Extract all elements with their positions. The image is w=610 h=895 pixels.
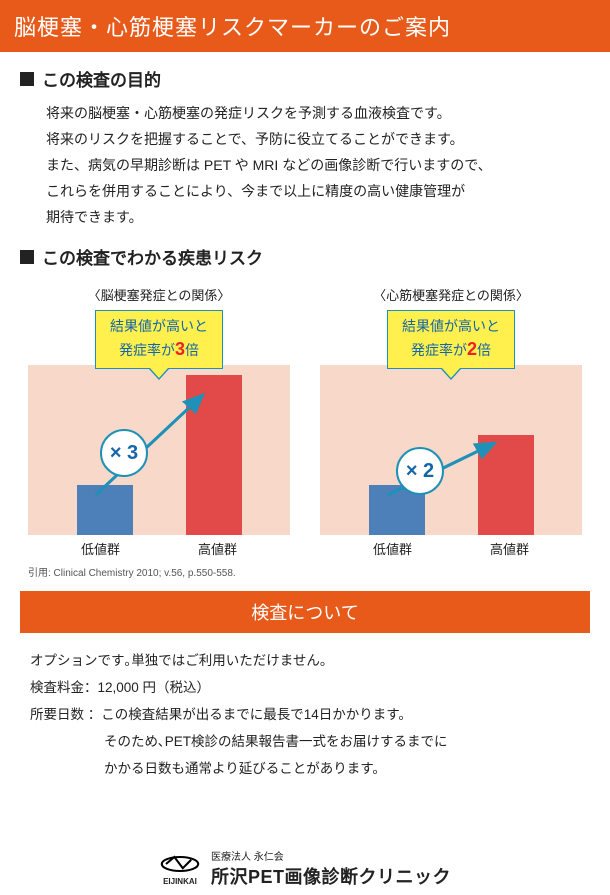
callout-stroke: 結果値が高いと 発症率が3倍 xyxy=(28,310,290,369)
about-line-option: オプションです｡単独ではご利用いただけません。 xyxy=(30,647,580,674)
clinic-name: 所沢PET画像診断クリニック xyxy=(211,863,451,889)
about-days-row: 所要日数 ： この検査結果が出るまでに最長で14日かかります。 xyxy=(30,701,580,728)
purpose-section: この検査の目的 将来の脳梗塞・心筋梗塞の発症リスクを予測する血液検査です。 将来… xyxy=(0,52,610,230)
purpose-line: これらを併用することにより、今まで以上に精度の高い健康管理が xyxy=(46,179,584,205)
price-label: 検査料金： xyxy=(30,674,98,701)
about-heading: 検査について xyxy=(251,603,358,623)
risk-heading-text: この検査でわかる疾患リスク xyxy=(42,244,263,269)
callout-line1: 結果値が高いと xyxy=(110,317,208,337)
chart-stroke: 〈脳梗塞発症との関係〉 結果値が高いと 発症率が3倍 × 3 低値群 高値群 xyxy=(28,285,290,558)
clinic-org: 医療法人 永仁会 xyxy=(211,848,451,863)
axis-labels: 低値群 高値群 xyxy=(28,535,290,558)
purpose-heading: この検査の目的 xyxy=(20,66,590,91)
axis-label-low: 低値群 xyxy=(81,539,120,558)
callout-box: 結果値が高いと 発症率が3倍 xyxy=(95,310,223,369)
clinic-text: 医療法人 永仁会 所沢PET画像診断クリニック xyxy=(211,848,451,889)
chart-area-heart: × 2 xyxy=(320,365,582,535)
callout-multiplier: 3 xyxy=(175,339,185,359)
purpose-paragraph: 将来の脳梗塞・心筋梗塞の発症リスクを予測する血液検査です。 将来のリスクを把握す… xyxy=(20,101,590,230)
multiplier-badge: × 3 xyxy=(100,429,148,477)
logo-icon xyxy=(159,851,201,877)
days-line1: この検査結果が出るまでに最長で14日かかります。 xyxy=(101,701,412,728)
callout-heart: 結果値が高いと 発症率が2倍 xyxy=(320,310,582,369)
axis-label-high: 高値群 xyxy=(198,539,237,558)
axis-label-high: 高値群 xyxy=(490,539,529,558)
price-value: 12,000 円（税込） xyxy=(98,674,211,701)
logo-mark: EIJINKAI xyxy=(159,851,201,886)
multiplier-badge: × 2 xyxy=(396,447,444,495)
chart-area-stroke: × 3 xyxy=(28,365,290,535)
days-label: 所要日数 ： xyxy=(30,701,101,728)
arrow-icon xyxy=(28,365,290,535)
arrow-icon xyxy=(320,365,582,535)
charts-row: 〈脳梗塞発症との関係〉 結果値が高いと 発症率が3倍 × 3 低値群 高値群 xyxy=(0,279,610,560)
callout-box: 結果値が高いと 発症率が2倍 xyxy=(387,310,515,369)
risk-section: この検査でわかる疾患リスク xyxy=(0,230,610,269)
logo-label: EIJINKAI xyxy=(163,877,197,886)
axis-label-low: 低値群 xyxy=(373,539,412,558)
axis-labels: 低値群 高値群 xyxy=(320,535,582,558)
about-heading-bar: 検査について xyxy=(20,591,590,633)
purpose-line: 期待できます。 xyxy=(46,205,584,231)
chart-stroke-subtitle: 〈脳梗塞発症との関係〉 xyxy=(88,285,231,304)
chart-heart-subtitle: 〈心筋梗塞発症との関係〉 xyxy=(373,285,529,304)
page-title: 脳梗塞・心筋梗塞リスクマーカーのご案内 xyxy=(14,15,451,40)
days-line3: かかる日数も通常より延びることがあります。 xyxy=(30,755,580,782)
callout-line2: 発症率が3倍 xyxy=(110,337,208,362)
about-price-row: 検査料金： 12,000 円（税込） xyxy=(30,674,580,701)
square-bullet-icon xyxy=(20,72,34,86)
callout-line1: 結果値が高いと xyxy=(402,317,500,337)
footer: EIJINKAI 医療法人 永仁会 所沢PET画像診断クリニック xyxy=(0,848,610,889)
about-body: オプションです｡単独ではご利用いただけません。 検査料金： 12,000 円（税… xyxy=(0,633,610,788)
purpose-line: 将来の脳梗塞・心筋梗塞の発症リスクを予測する血液検査です。 xyxy=(46,101,584,127)
purpose-heading-text: この検査の目的 xyxy=(42,66,161,91)
page-title-bar: 脳梗塞・心筋梗塞リスクマーカーのご案内 xyxy=(0,0,610,52)
purpose-line: 将来のリスクを把握することで、予防に役立てることができます。 xyxy=(46,127,584,153)
square-bullet-icon xyxy=(20,250,34,264)
callout-multiplier: 2 xyxy=(467,339,477,359)
callout-line2: 発症率が2倍 xyxy=(402,337,500,362)
purpose-line: また、病気の早期診断は PET や MRI などの画像診断で行いますので、 xyxy=(46,153,584,179)
chart-heart: 〈心筋梗塞発症との関係〉 結果値が高いと 発症率が2倍 × 2 低値群 高値群 xyxy=(320,285,582,558)
citation-text: 引用: Clinical Chemistry 2010; v.56, p.550… xyxy=(0,560,610,587)
days-line2: そのため､PET検診の結果報告書一式をお届けするまでに xyxy=(30,728,580,755)
risk-heading: この検査でわかる疾患リスク xyxy=(20,244,590,269)
